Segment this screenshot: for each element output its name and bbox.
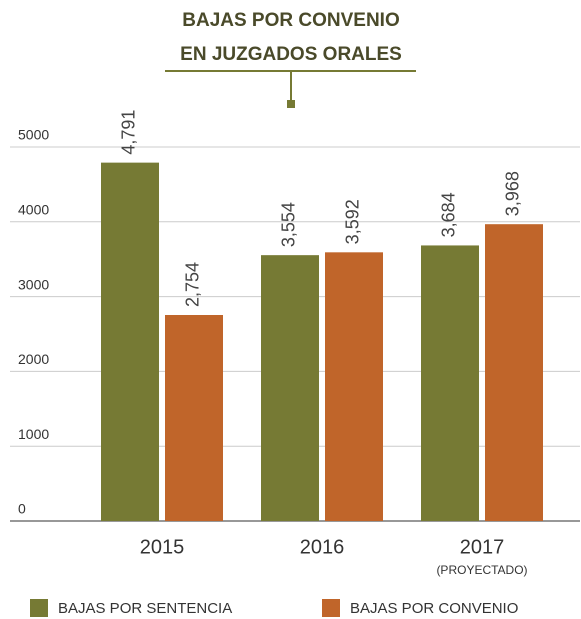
category-note: (PROYECTADO) — [436, 563, 527, 577]
y-tick-label: 0 — [18, 501, 26, 517]
legend-swatch — [322, 599, 340, 617]
bar — [325, 252, 383, 521]
bar — [165, 315, 223, 521]
value-label: 3,684 — [439, 192, 459, 237]
bar — [261, 255, 319, 521]
chart-title: EN JUZGADOS ORALES — [180, 44, 402, 65]
y-tick-label: 5000 — [18, 127, 49, 143]
value-label: 4,791 — [119, 110, 139, 155]
legend-label: BAJAS POR CONVENIO — [350, 600, 518, 617]
x-tick-label: 2017 — [460, 536, 505, 558]
legend-swatch — [30, 599, 48, 617]
x-tick-label: 2015 — [140, 536, 185, 558]
y-tick-label: 4000 — [18, 202, 49, 218]
value-label: 3,968 — [503, 171, 523, 216]
bar — [485, 224, 543, 521]
chart-title: BAJAS POR CONVENIO — [182, 10, 399, 31]
y-tick-label: 1000 — [18, 426, 49, 442]
y-tick-label: 2000 — [18, 351, 49, 367]
x-tick-label: 2016 — [300, 536, 345, 558]
value-label: 3,554 — [279, 202, 299, 247]
value-label: 2,754 — [183, 262, 203, 307]
bar — [421, 245, 479, 521]
value-label: 3,592 — [343, 199, 363, 244]
bar — [101, 162, 159, 522]
legend-label: BAJAS POR SENTENCIA — [58, 600, 232, 617]
connector-dot — [287, 100, 295, 108]
y-tick-label: 3000 — [18, 276, 49, 292]
